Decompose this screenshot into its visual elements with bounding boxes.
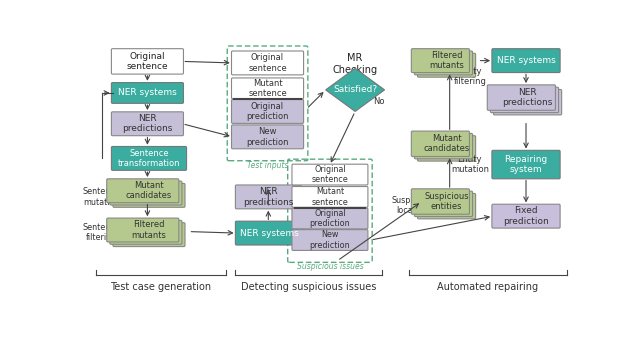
Text: NER systems: NER systems [241,229,300,238]
FancyBboxPatch shape [232,99,303,123]
Text: Test case generation: Test case generation [110,282,211,292]
Text: Original
prediction: Original prediction [310,209,350,228]
Text: NER
predictions: NER predictions [502,88,553,107]
FancyBboxPatch shape [492,150,560,179]
FancyBboxPatch shape [415,51,472,75]
Text: Filtered
mutants: Filtered mutants [132,220,166,240]
Text: Suspicious
location: Suspicious location [392,196,434,215]
FancyBboxPatch shape [412,189,469,214]
FancyBboxPatch shape [493,90,562,115]
Text: New
prediction: New prediction [246,127,289,147]
Text: Filtered
mutants: Filtered mutants [429,51,464,70]
Text: Automated repairing: Automated repairing [437,282,538,292]
FancyBboxPatch shape [111,146,187,170]
Text: Entity
mutation: Entity mutation [451,155,489,174]
Text: Mutant
sentence: Mutant sentence [312,187,348,207]
Text: NER systems: NER systems [118,88,177,98]
Text: Satisfied?: Satisfied? [333,86,377,94]
FancyBboxPatch shape [412,49,469,72]
Text: MR
Checking: MR Checking [333,53,378,75]
FancyBboxPatch shape [417,136,476,161]
FancyBboxPatch shape [107,179,179,203]
FancyBboxPatch shape [417,193,476,219]
Text: Original
prediction: Original prediction [246,102,289,121]
FancyBboxPatch shape [487,85,556,110]
FancyBboxPatch shape [111,83,184,103]
FancyBboxPatch shape [492,49,560,72]
FancyBboxPatch shape [113,183,185,207]
Text: Sentence
transformation: Sentence transformation [118,149,180,168]
FancyBboxPatch shape [492,204,560,228]
FancyBboxPatch shape [292,208,368,229]
Text: Repairing
system: Repairing system [504,155,548,174]
FancyBboxPatch shape [415,133,472,159]
FancyBboxPatch shape [110,220,182,244]
Text: Original
sentence: Original sentence [127,52,168,71]
Text: Entity
filtering: Entity filtering [453,67,486,87]
FancyBboxPatch shape [417,53,476,77]
FancyBboxPatch shape [111,112,184,136]
Text: Sentence
mutation: Sentence mutation [83,187,120,207]
FancyBboxPatch shape [232,51,303,75]
FancyBboxPatch shape [292,186,368,207]
Text: Original
sentence: Original sentence [248,53,287,73]
Polygon shape [326,68,385,111]
Text: Suspicious issues: Suspicious issues [296,262,364,271]
Text: Test inputs: Test inputs [247,161,288,170]
FancyBboxPatch shape [292,164,368,185]
Text: No: No [373,97,385,106]
FancyBboxPatch shape [113,223,185,246]
Text: Mutant
sentence: Mutant sentence [248,79,287,98]
Text: Mutant
candidates: Mutant candidates [424,134,470,154]
FancyBboxPatch shape [292,230,368,250]
Text: Original
sentence: Original sentence [312,165,348,184]
FancyBboxPatch shape [107,218,179,242]
FancyBboxPatch shape [110,181,182,205]
FancyBboxPatch shape [236,221,305,245]
Text: Suspicious
entities: Suspicious entities [424,192,469,211]
Text: New
prediction: New prediction [310,230,350,250]
Text: NER
predictions: NER predictions [122,114,173,134]
Text: Sentence
filtering: Sentence filtering [83,223,120,242]
FancyBboxPatch shape [415,191,472,217]
FancyBboxPatch shape [111,49,184,74]
Text: Fixed
prediction: Fixed prediction [503,206,549,226]
Text: NER systems: NER systems [497,56,556,65]
FancyBboxPatch shape [490,87,559,112]
Text: Mutant
candidates: Mutant candidates [126,181,172,201]
Text: NER
predictions: NER predictions [243,187,294,207]
FancyBboxPatch shape [232,78,303,99]
FancyBboxPatch shape [232,125,303,149]
Text: Detecting suspicious issues: Detecting suspicious issues [241,282,376,292]
FancyBboxPatch shape [412,131,469,157]
FancyBboxPatch shape [236,185,301,209]
